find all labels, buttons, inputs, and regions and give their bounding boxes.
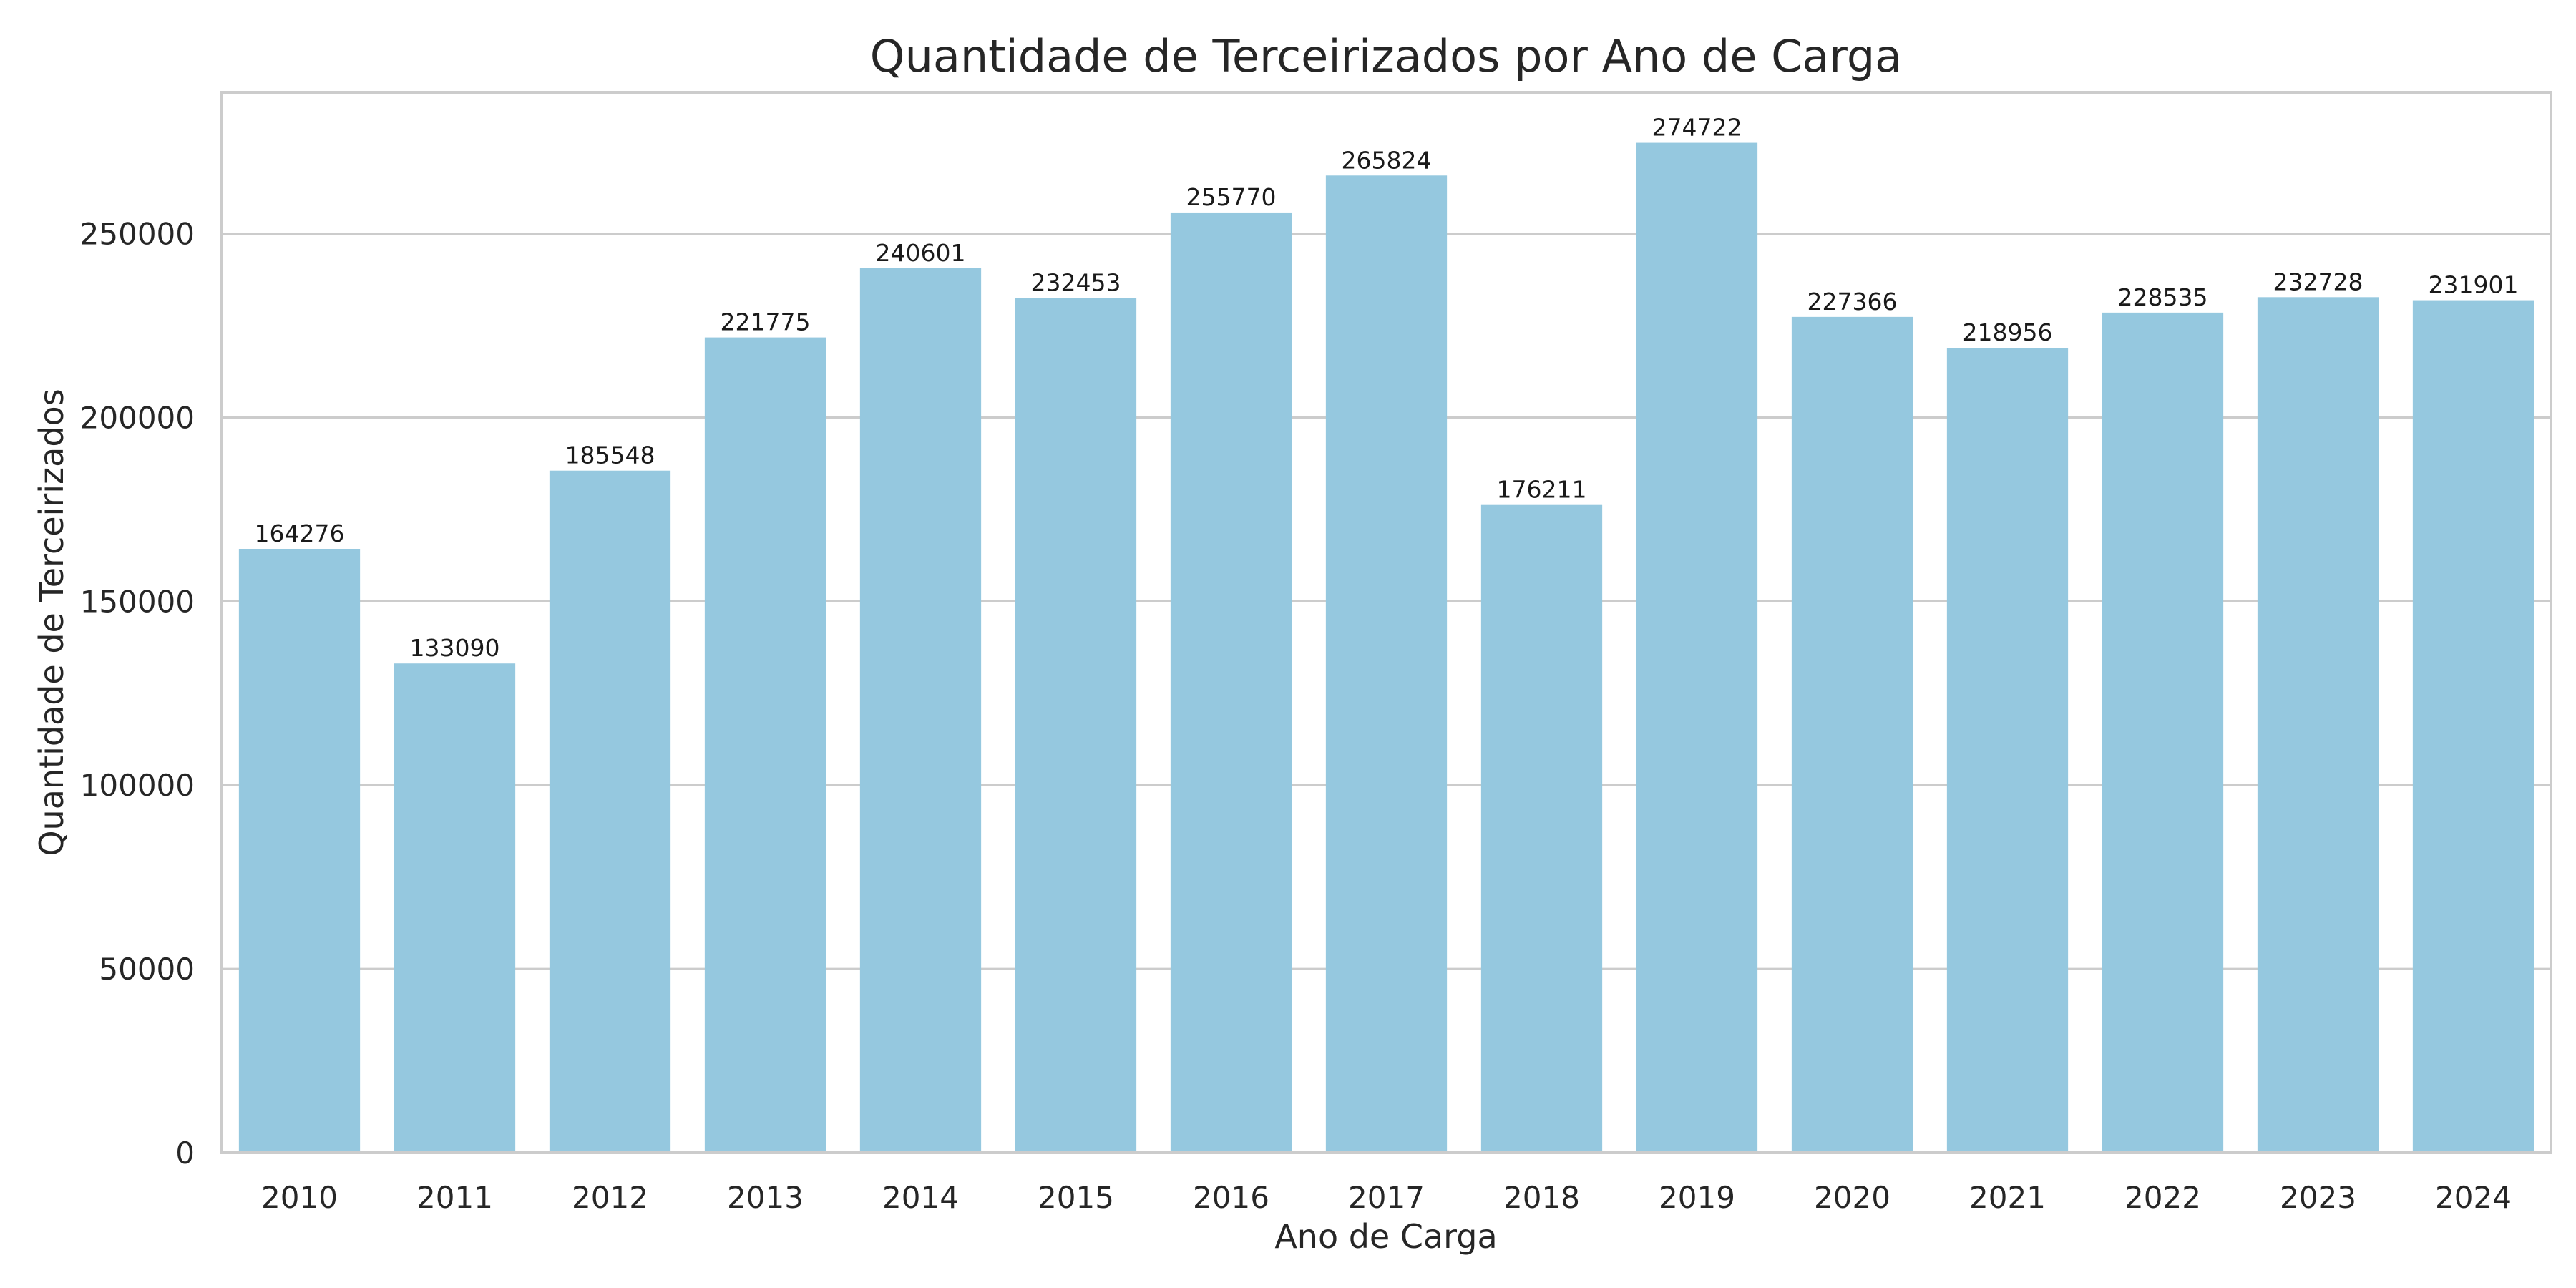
plot-frame	[220, 91, 2552, 1154]
bar-value-label-2024: 231901	[2429, 271, 2519, 299]
bar-2022	[2102, 312, 2224, 1153]
bar-2017	[1325, 175, 1448, 1153]
x-tick-label-2013: 2013	[727, 1180, 804, 1215]
bar-2010	[238, 549, 361, 1153]
x-tick-label-2011: 2011	[416, 1180, 493, 1215]
bar-value-label-2011: 133090	[410, 634, 500, 662]
x-tick-label-2014: 2014	[882, 1180, 959, 1215]
x-axis-label: Ano de Carga	[1274, 1217, 1497, 1256]
y-tick-label: 100000	[80, 768, 195, 803]
bar-2014	[859, 268, 982, 1153]
y-axis-label: Quantidade de Terceirizados	[32, 389, 71, 856]
bar-value-label-2015: 232453	[1031, 269, 1121, 297]
bar-value-label-2019: 274722	[1652, 114, 1742, 142]
bar-2018	[1480, 504, 1603, 1153]
x-tick-label-2020: 2020	[1814, 1180, 1890, 1215]
bar-value-label-2023: 232728	[2273, 268, 2363, 296]
bar-2012	[549, 470, 671, 1153]
x-tick-label-2010: 2010	[261, 1180, 338, 1215]
y-tick-label: 50000	[99, 952, 195, 987]
bar-2023	[2257, 297, 2379, 1153]
y-tick-labels: 0 50000 100000 150000 200000 250000	[80, 217, 195, 1171]
bar-value-label-2013: 221775	[721, 308, 811, 336]
bar-value-label-2020: 227366	[1807, 288, 1898, 316]
bar-2013	[704, 337, 826, 1153]
y-tick-label: 150000	[80, 584, 195, 619]
bar-value-label-2016: 255770	[1186, 183, 1277, 211]
x-tick-label-2021: 2021	[1969, 1180, 2046, 1215]
x-tick-labels: 2010 2011 2012 2013 2014 2015 2016 2017 2018 2019…	[261, 1180, 2512, 1215]
x-tick-label-2024: 2024	[2435, 1180, 2512, 1215]
bar-value-label-2017: 265824	[1342, 146, 1432, 174]
x-tick-label-2022: 2022	[2124, 1180, 2201, 1215]
chart-title: Quantidade de Terceirizados por Ano de C…	[870, 30, 1902, 82]
y-tick-label: 200000	[80, 400, 195, 435]
x-tick-label-2015: 2015	[1038, 1180, 1114, 1215]
bar-2016	[1170, 212, 1292, 1153]
bar-value-label-2010: 164276	[255, 519, 345, 547]
bar-2019	[1636, 142, 1758, 1153]
bar-value-labels: 164276 133090 185548 221775 240601 232453 2557…	[255, 114, 2519, 663]
x-tick-label-2012: 2012	[572, 1180, 648, 1215]
bar-value-label-2014: 240601	[876, 239, 966, 267]
bar-value-label-2021: 218956	[1963, 318, 2053, 346]
bar-value-label-2022: 228535	[2118, 283, 2208, 311]
bar-2024	[2412, 300, 2534, 1153]
bar-2015	[1015, 298, 1137, 1153]
y-tick-label: 0	[175, 1136, 195, 1171]
x-tick-label-2019: 2019	[1659, 1180, 1735, 1215]
bar-2020	[1791, 316, 1913, 1153]
y-tick-label: 250000	[80, 217, 195, 252]
x-tick-label-2017: 2017	[1348, 1180, 1425, 1215]
bar-value-label-2012: 185548	[565, 441, 655, 469]
x-tick-label-2018: 2018	[1503, 1180, 1580, 1215]
bar-2011	[394, 663, 516, 1153]
x-tick-label-2016: 2016	[1193, 1180, 1269, 1215]
bar-2021	[1946, 348, 2069, 1153]
bars	[238, 142, 2534, 1153]
x-tick-label-2023: 2023	[2280, 1180, 2356, 1215]
bar-value-label-2018: 176211	[1497, 476, 1587, 504]
